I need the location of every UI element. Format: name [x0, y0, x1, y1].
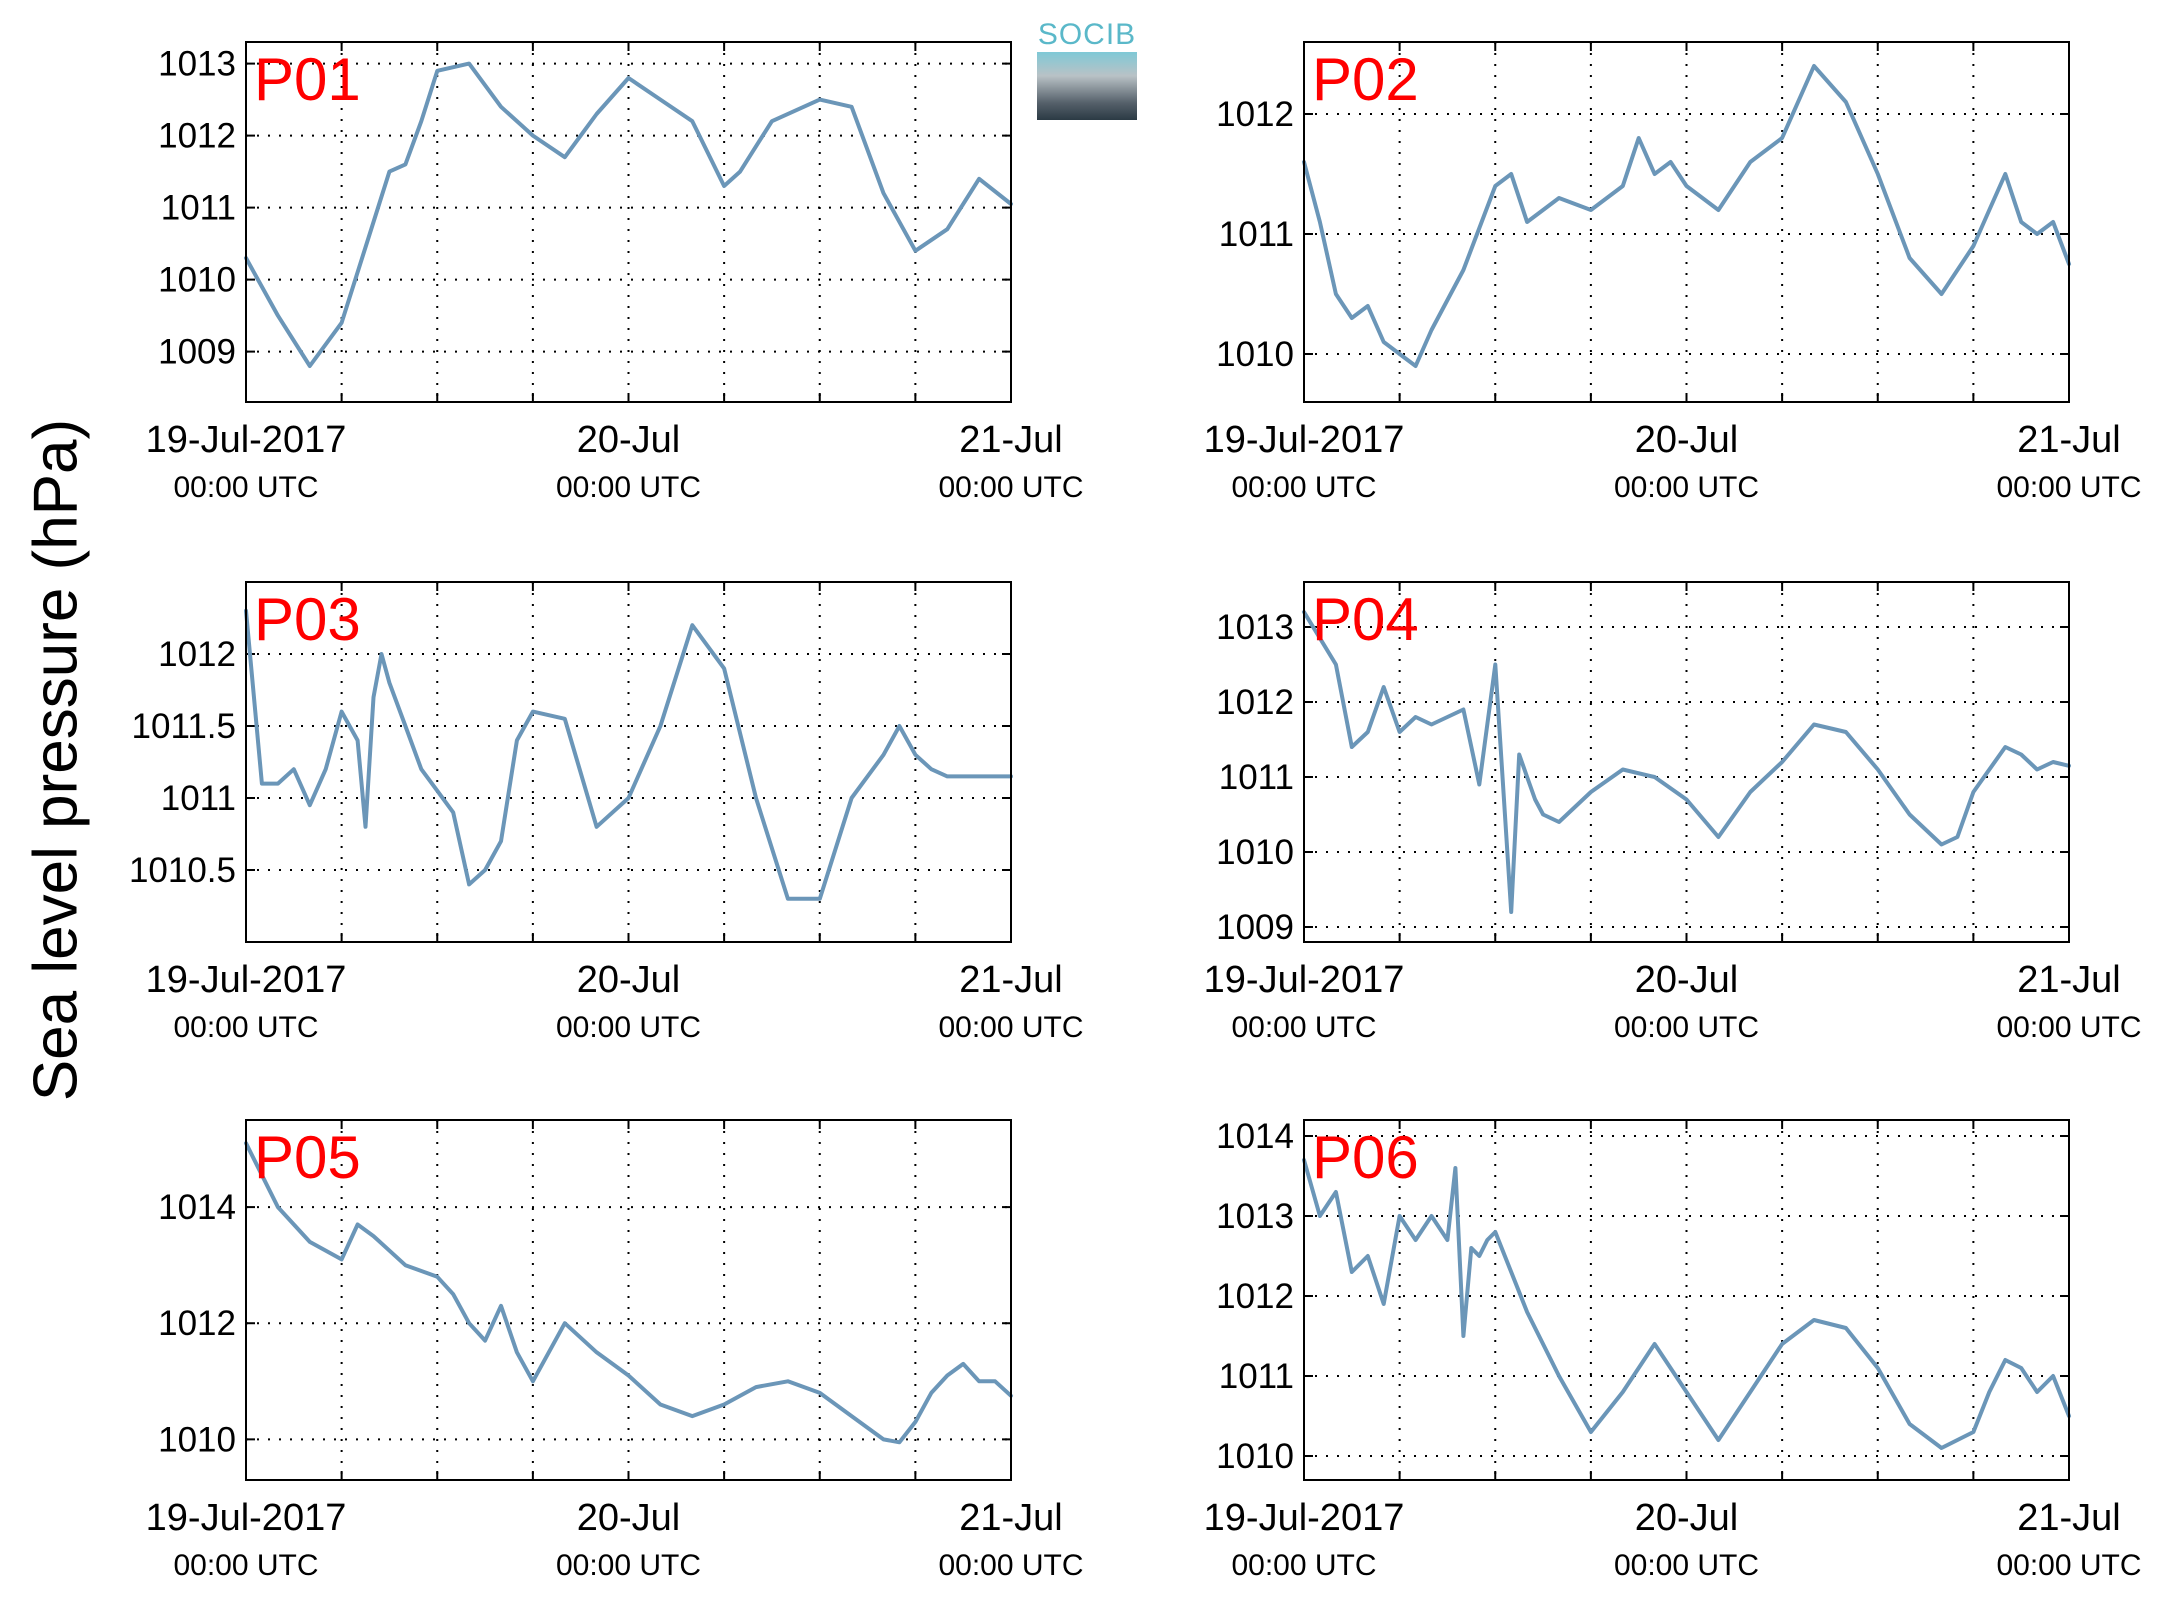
- socib-logo-graphic: [1037, 52, 1137, 120]
- y-tick-label: 1012: [158, 635, 236, 674]
- series-line: [244, 1141, 1013, 1445]
- y-tick-label: 1009: [1216, 908, 1294, 947]
- x-tick-label-time: 00:00 UTC: [173, 1011, 318, 1044]
- x-tick-label-time: 00:00 UTC: [173, 471, 318, 504]
- y-tick-label: 1010: [1216, 335, 1294, 374]
- x-tick-label-time: 00:00 UTC: [556, 1549, 701, 1582]
- axes-frame: [245, 581, 1012, 943]
- series-line: [244, 608, 1013, 901]
- y-tick-label: 1013: [158, 45, 236, 84]
- x-tick-label-date: 19-Jul-2017: [1204, 1497, 1405, 1539]
- x-tick-label-time: 00:00 UTC: [1614, 471, 1759, 504]
- x-tick-label-date: 20-Jul: [1635, 419, 1739, 461]
- y-axis-label: Sea level pressure (hPa): [21, 418, 91, 1102]
- panel-p04: 1009 1010 1011 1012 1013 19-Jul-2017 00:00 UTC…: [1204, 581, 2142, 1044]
- axes-frame: [1303, 1119, 2070, 1481]
- y-tick-label: 1011: [161, 189, 236, 228]
- x-tick-label-date: 20-Jul: [577, 419, 681, 461]
- x-tick-label-time: 00:00 UTC: [1996, 471, 2141, 504]
- y-tick-label: 1011: [1219, 1357, 1294, 1396]
- x-tick-label-date: 21-Jul: [959, 959, 1063, 1001]
- socib-logo: SOCIB: [1037, 18, 1137, 121]
- y-tick-label: 1014: [158, 1188, 236, 1227]
- axes-frame: [1303, 581, 2070, 943]
- y-tick-label: 1010: [1216, 1437, 1294, 1476]
- x-tick-label-time: 00:00 UTC: [1996, 1549, 2141, 1582]
- x-tick-label-date: 20-Jul: [577, 959, 681, 1001]
- y-tick-label: 1009: [158, 333, 236, 372]
- x-tick-label-date: 19-Jul-2017: [146, 419, 347, 461]
- y-tick-label: 1012: [1216, 1277, 1294, 1316]
- x-tick-label-time: 00:00 UTC: [1231, 471, 1376, 504]
- y-tick-label: 1013: [1216, 1197, 1294, 1236]
- y-tick-label: 1014: [1216, 1117, 1294, 1156]
- y-tick-label: 1012: [1216, 95, 1294, 134]
- y-tick-label: 1011.5: [132, 707, 236, 746]
- x-tick-label-time: 00:00 UTC: [173, 1549, 318, 1582]
- panel-p05: 1010 1012 1014 19-Jul-2017 00:00 UTC 20-Jul 00…: [146, 1119, 1084, 1582]
- panel-label: P03: [254, 586, 361, 653]
- x-tick-label-time: 00:00 UTC: [556, 471, 701, 504]
- x-tick-label-time: 00:00 UTC: [938, 1011, 1083, 1044]
- series-line: [244, 61, 1013, 368]
- panel-p06: 1010 1011 1012 1013 1014 19-Jul-2017 00:00 UTC…: [1204, 1117, 2142, 1582]
- socib-logo-text: SOCIB: [1037, 18, 1137, 51]
- x-tick-label-date: 21-Jul: [959, 419, 1063, 461]
- x-tick-label-time: 00:00 UTC: [938, 1549, 1083, 1582]
- x-tick-label-time: 00:00 UTC: [1231, 1011, 1376, 1044]
- y-tick-label: 1011: [1219, 215, 1294, 254]
- x-tick-label-date: 19-Jul-2017: [146, 959, 347, 1001]
- x-tick-label-date: 21-Jul: [2017, 419, 2121, 461]
- series-line: [1302, 610, 2071, 914]
- x-tick-label-time: 00:00 UTC: [938, 471, 1083, 504]
- y-tick-label: 1010: [158, 1420, 236, 1459]
- x-tick-label-date: 21-Jul: [2017, 959, 2121, 1001]
- x-tick-label-date: 19-Jul-2017: [146, 1497, 347, 1539]
- panel-p01: 1009 1010 1011 1012 1013 19-Jul-2017 00:00 UTC…: [146, 41, 1084, 504]
- y-tick-label: 1013: [1216, 608, 1294, 647]
- x-tick-label-time: 00:00 UTC: [1996, 1011, 2141, 1044]
- y-tick-label: 1011: [1219, 758, 1294, 797]
- panel-label: P04: [1312, 586, 1419, 653]
- y-tick-label: 1011: [161, 779, 236, 818]
- y-tick-label: 1010: [158, 261, 236, 300]
- x-tick-label-time: 00:00 UTC: [1231, 1549, 1376, 1582]
- series-line: [1302, 64, 2071, 368]
- x-tick-label-time: 00:00 UTC: [1614, 1549, 1759, 1582]
- x-tick-label-date: 21-Jul: [959, 1497, 1063, 1539]
- x-tick-label-date: 21-Jul: [2017, 1497, 2121, 1539]
- y-tick-label: 1010.5: [129, 851, 236, 890]
- panel-p03: 1010.5 1011 1011.5 1012 19-Jul-2017 00:00 UTC…: [129, 581, 1084, 1044]
- panel-label: P01: [254, 46, 361, 113]
- panel-label: P02: [1312, 46, 1419, 113]
- axes-frame: [245, 41, 1012, 403]
- panel-label: P06: [1312, 1124, 1419, 1191]
- axes-frame: [1303, 41, 2070, 403]
- x-tick-label-time: 00:00 UTC: [556, 1011, 701, 1044]
- panel-label: P05: [254, 1124, 361, 1191]
- x-tick-label-date: 20-Jul: [1635, 1497, 1739, 1539]
- x-tick-label-time: 00:00 UTC: [1614, 1011, 1759, 1044]
- panel-p02: 1010 1011 1012 19-Jul-2017 00:00 UTC 20-Jul 00…: [1204, 41, 2142, 504]
- y-tick-label: 1012: [158, 1304, 236, 1343]
- x-tick-label-date: 20-Jul: [1635, 959, 1739, 1001]
- x-tick-label-date: 19-Jul-2017: [1204, 419, 1405, 461]
- y-tick-label: 1012: [1216, 683, 1294, 722]
- x-tick-label-date: 19-Jul-2017: [1204, 959, 1405, 1001]
- axes-frame: [245, 1119, 1012, 1481]
- y-tick-label: 1012: [158, 117, 236, 156]
- x-tick-label-date: 20-Jul: [577, 1497, 681, 1539]
- series-line: [1302, 1158, 2071, 1450]
- y-tick-label: 1010: [1216, 833, 1294, 872]
